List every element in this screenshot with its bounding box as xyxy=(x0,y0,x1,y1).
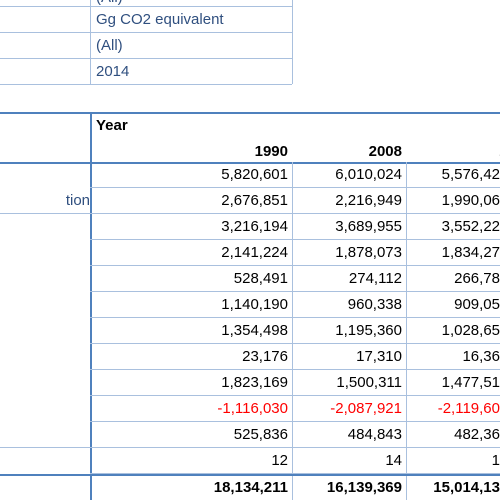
cell-r0-1990[interactable]: 5,820,601 xyxy=(221,166,288,183)
cell-r1-2008[interactable]: 2,216,949 xyxy=(335,192,402,209)
cell-r2-partial[interactable]: 3,552,22 xyxy=(441,218,500,235)
cell-r6-partial[interactable]: 1,028,65 xyxy=(441,322,500,339)
column-divider xyxy=(292,162,293,500)
cell-r1-1990[interactable]: 2,676,851 xyxy=(221,192,288,209)
total-cell-partial[interactable]: 15,014,13 xyxy=(433,479,500,496)
filter-divider xyxy=(292,0,293,84)
filter-gridline xyxy=(0,84,292,85)
cell-r11-1990[interactable]: 12 xyxy=(271,452,288,469)
cell-r11-2008[interactable]: 14 xyxy=(385,452,402,469)
cell-r4-2008[interactable]: 274,112 xyxy=(348,270,402,287)
row-gridline xyxy=(90,369,500,370)
row-gridline xyxy=(90,265,500,266)
row-label-partial[interactable]: tion xyxy=(65,192,90,209)
cell-r10-partial[interactable]: 482,36 xyxy=(454,426,500,443)
cell-r10-2008[interactable]: 484,843 xyxy=(347,426,402,443)
cell-r3-1990[interactable]: 2,141,224 xyxy=(221,244,288,261)
column-header-partial[interactable]: 20 xyxy=(412,142,500,162)
cell-r7-2008[interactable]: 17,310 xyxy=(356,348,402,365)
total-cell-1990[interactable]: 18,134,211 xyxy=(213,479,288,496)
cell-r5-2008[interactable]: 960,338 xyxy=(347,296,402,313)
cell-r6-2008[interactable]: 1,195,360 xyxy=(335,322,402,339)
column-divider xyxy=(406,162,407,500)
pivot-top-border xyxy=(0,112,500,114)
row-label-divider xyxy=(90,112,92,500)
filter-divider xyxy=(90,0,91,84)
cell-r2-1990[interactable]: 3,216,194 xyxy=(221,218,288,235)
cell-r2-2008[interactable]: 3,689,955 xyxy=(335,218,402,235)
row-gridline xyxy=(90,291,500,292)
row-gridline xyxy=(90,239,500,240)
filter-value-selection[interactable]: (All) xyxy=(96,37,123,54)
column-header-1990[interactable]: 1990 xyxy=(254,143,288,160)
filter-gridline xyxy=(0,6,292,7)
row-gridline xyxy=(90,395,500,396)
cell-r3-partial[interactable]: 1,834,27 xyxy=(441,244,500,261)
cell-r8-partial[interactable]: 1,477,51 xyxy=(441,374,500,391)
filter-value-year[interactable]: 2014 xyxy=(96,63,130,80)
row-gridline xyxy=(0,447,500,448)
row-gridline xyxy=(0,213,500,214)
cell-r8-1990[interactable]: 1,823,169 xyxy=(221,374,288,391)
cell-r0-2008[interactable]: 6,010,024 xyxy=(335,166,402,183)
cell-r7-1990[interactable]: 23,176 xyxy=(242,348,288,365)
total-cell-2008[interactable]: 16,139,369 xyxy=(326,479,402,496)
row-gridline xyxy=(90,473,500,474)
cell-r5-1990[interactable]: 1,140,190 xyxy=(221,296,288,313)
row-gridline xyxy=(90,317,500,318)
cell-r7-partial[interactable]: 16,36 xyxy=(462,348,500,365)
cell-r9-1990[interactable]: -1,116,030 xyxy=(217,400,288,417)
cell-r1-partial[interactable]: 1,990,06 xyxy=(441,192,500,209)
cell-r3-2008[interactable]: 1,878,073 xyxy=(335,244,402,261)
filter-value-partial[interactable]: (All) xyxy=(96,0,123,8)
filter-gridline xyxy=(0,32,292,33)
cell-r10-1990[interactable]: 525,836 xyxy=(233,426,288,443)
cell-r8-2008[interactable]: 1,500,311 xyxy=(336,374,402,391)
cell-r6-1990[interactable]: 1,354,498 xyxy=(221,322,288,339)
column-header-2008[interactable]: 2008 xyxy=(368,143,402,160)
row-gridline xyxy=(90,421,500,422)
header-bottom-border xyxy=(0,162,500,164)
cell-r0-partial[interactable]: 5,576,42 xyxy=(441,166,500,183)
cell-r11-partial[interactable]: 1 xyxy=(491,452,500,469)
row-gridline xyxy=(90,343,500,344)
filter-gridline xyxy=(0,58,292,59)
cell-r4-1990[interactable]: 528,491 xyxy=(233,270,288,287)
cell-r9-partial[interactable]: -2,119,60 xyxy=(437,400,500,417)
cell-r5-partial[interactable]: 909,05 xyxy=(454,296,500,313)
total-top-border xyxy=(0,474,500,476)
cell-r4-partial[interactable]: 266,78 xyxy=(454,270,500,287)
row-gridline xyxy=(90,187,500,188)
filter-value-unit[interactable]: Gg CO2 equivalent xyxy=(96,11,224,28)
cell-r9-2008[interactable]: -2,087,921 xyxy=(330,400,402,417)
year-field-header[interactable]: Year xyxy=(96,117,128,134)
